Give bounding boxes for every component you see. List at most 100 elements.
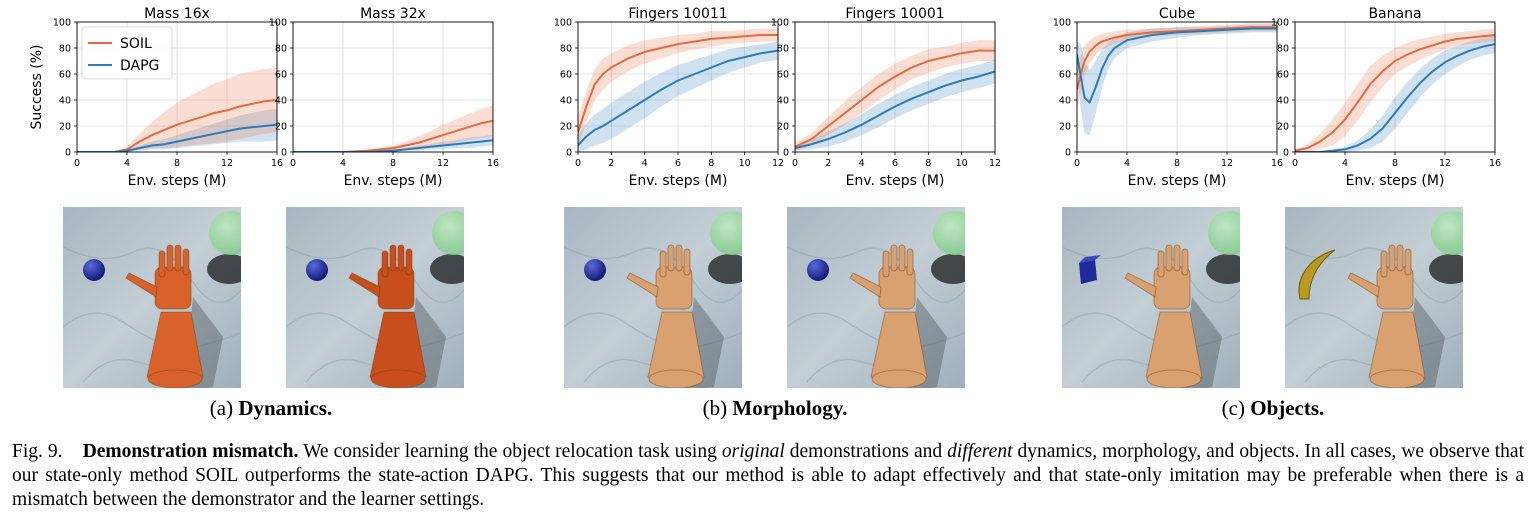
series-band-soil [795,40,995,151]
y-tick-label: 40 [59,96,71,107]
y-tick-label: 80 [59,44,71,55]
y-tick-label: 20 [59,122,71,133]
figure-caption-text-2: demonstrations and [784,441,948,462]
series-line-soil [293,119,493,152]
subcaption-a-tag: (a) [209,396,234,420]
series-line-soil [578,34,778,133]
y-tick-label: 100 [53,18,71,29]
series-line-soil [795,49,995,148]
subcaption-c: (c) Objects. [1043,396,1503,421]
x-tick-label: 10 [956,158,968,169]
y-tick-label: 40 [777,96,789,107]
robot-finger [667,244,675,272]
y-tick-label: 0 [1283,148,1289,159]
x-tick-label: 4 [340,158,346,169]
subcaption-c-label: Objects. [1250,396,1325,420]
robot-finger [683,248,691,276]
render-image-6 [1285,207,1463,388]
y-tick-label: 0 [1065,148,1071,159]
goal-marker [710,211,742,255]
x-axis-label: Env. steps (M) [1346,173,1445,189]
x-tick-label: 12 [989,158,1001,169]
robot-finger [1173,244,1181,272]
series-line-soil [1295,34,1495,152]
series-band-dapg [1295,35,1495,152]
chart-5: Cube 0 4 8 12 16 0 20 40 60 80 100 Env. steps (M) [1053,6,1283,189]
robot-thumb [125,272,158,298]
y-tick-label: 80 [560,44,572,55]
render-image-3 [564,207,742,388]
y-tick-label: 20 [1059,122,1071,133]
robot-finger [1404,248,1412,276]
x-axis-label: Env. steps (M) [128,173,227,189]
goal-shadow [1206,254,1240,284]
x-tick-label: 8 [708,158,714,169]
series-line-dapg [795,70,995,150]
x-tick-label: 6 [892,158,898,169]
render-image-2 [286,207,464,388]
robot-finger [389,244,397,272]
robot-finger [890,244,898,272]
y-tick-label: 0 [566,148,572,159]
x-tick-label: 4 [1342,158,1348,169]
chart-3: Fingers 10011 0 2 4 6 8 10 12 0 20 40 60 80 100 Env. s… [554,6,784,189]
x-tick-label: 0 [1292,158,1298,169]
figure-caption-bold: Demonstration mismatch. [82,441,299,462]
x-axis-label: Env. steps (M) [344,173,443,189]
y-tick-label: 60 [1277,70,1289,81]
x-tick-label: 8 [925,158,931,169]
robot-finger [882,250,890,278]
robot-finger [1165,244,1173,272]
legend-label-soil: SOIL [120,36,152,52]
x-tick-label: 2 [825,158,831,169]
series-line-soil [1077,26,1277,90]
series-band-dapg [795,59,995,151]
robot-finger [397,244,405,272]
goal-shadow [708,254,742,284]
x-tick-label: 2 [608,158,614,169]
figure-caption-italic-1: original [721,441,785,462]
goal-shadow [207,254,241,284]
robot-finger [1388,244,1396,272]
x-tick-label: 4 [859,158,865,169]
robot-finger [1157,250,1165,278]
series-line-dapg [1077,27,1277,104]
series-line-dapg [1295,43,1495,152]
x-tick-label: 8 [174,158,180,169]
series-band-dapg [77,109,277,152]
y-tick-label: 20 [560,122,572,133]
x-tick-label: 0 [74,158,80,169]
chart-title: Mass 16x [144,6,210,22]
x-tick-label: 4 [1124,158,1130,169]
chart-title: Cube [1159,6,1195,22]
y-tick-label: 80 [275,44,287,55]
figure-caption-italic-2: different [947,441,1013,462]
goal-marker [1431,211,1463,255]
subcaption-b: (b) Morphology. [545,396,1005,421]
figure-caption: Fig. 9. Demonstration mismatch. We consi… [12,440,1524,512]
sphere-object [83,259,105,281]
x-tick-label: 16 [1489,158,1501,169]
y-tick-label: 0 [281,148,287,159]
goal-shadow [931,254,965,284]
y-tick-label: 60 [1059,70,1071,81]
robot-thumb [1124,272,1157,298]
x-tick-label: 12 [1439,158,1451,169]
y-tick-label: 40 [560,96,572,107]
x-tick-label: 0 [1074,158,1080,169]
x-tick-label: 8 [1174,158,1180,169]
robot-finger [182,248,190,276]
x-tick-label: 0 [290,158,296,169]
x-tick-label: 12 [221,158,233,169]
x-tick-label: 12 [437,158,449,169]
x-tick-label: 16 [487,158,499,169]
y-tick-label: 20 [275,122,287,133]
x-tick-label: 0 [575,158,581,169]
x-tick-label: 8 [1392,158,1398,169]
y-tick-label: 60 [59,70,71,81]
y-tick-label: 100 [1053,18,1071,29]
x-axis-label: Env. steps (M) [846,173,945,189]
y-tick-label: 60 [275,70,287,81]
